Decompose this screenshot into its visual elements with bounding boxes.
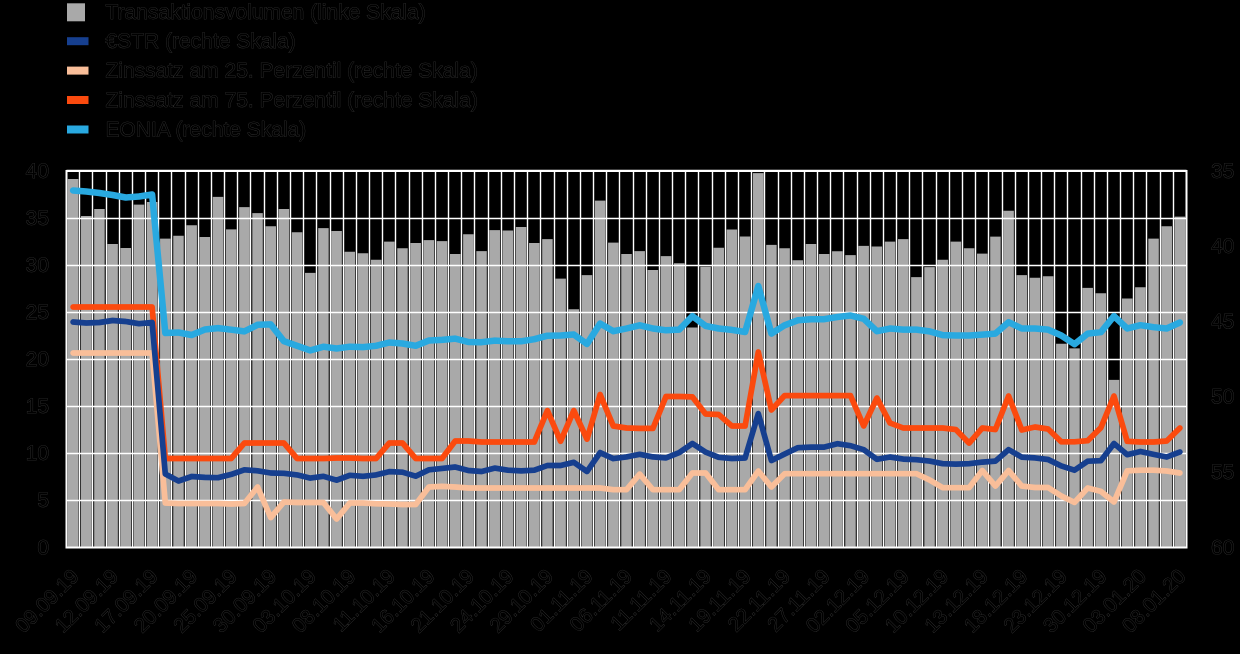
svg-text:EONIA (rechte Skala): EONIA (rechte Skala) bbox=[106, 118, 307, 141]
svg-text:Zinssatz am 75. Perzentil (rec: Zinssatz am 75. Perzentil (rechte Skala) bbox=[106, 89, 478, 112]
svg-text:40: 40 bbox=[26, 160, 49, 183]
svg-text:Transaktionsvolumen (linke Ska: Transaktionsvolumen (linke Skala) bbox=[106, 1, 426, 24]
svg-text:50: 50 bbox=[1211, 386, 1234, 409]
svg-text:20: 20 bbox=[26, 348, 49, 371]
svg-text:40: 40 bbox=[1211, 235, 1234, 258]
svg-text:30: 30 bbox=[26, 254, 49, 277]
svg-text:5: 5 bbox=[37, 489, 49, 512]
svg-text:15: 15 bbox=[26, 395, 49, 418]
svg-text:25: 25 bbox=[26, 301, 49, 324]
svg-text:60: 60 bbox=[1211, 536, 1234, 559]
svg-text:55: 55 bbox=[1211, 461, 1234, 484]
svg-text:10: 10 bbox=[26, 442, 49, 465]
svg-text:35: 35 bbox=[26, 207, 49, 230]
svg-text:0: 0 bbox=[37, 536, 49, 559]
svg-text:45: 45 bbox=[1211, 310, 1234, 333]
svg-text:35: 35 bbox=[1211, 160, 1234, 183]
svg-text:Zinssatz am 25. Perzentil (rec: Zinssatz am 25. Perzentil (rechte Skala) bbox=[106, 59, 478, 82]
svg-text:€STR (rechte Skala): €STR (rechte Skala) bbox=[106, 30, 296, 53]
